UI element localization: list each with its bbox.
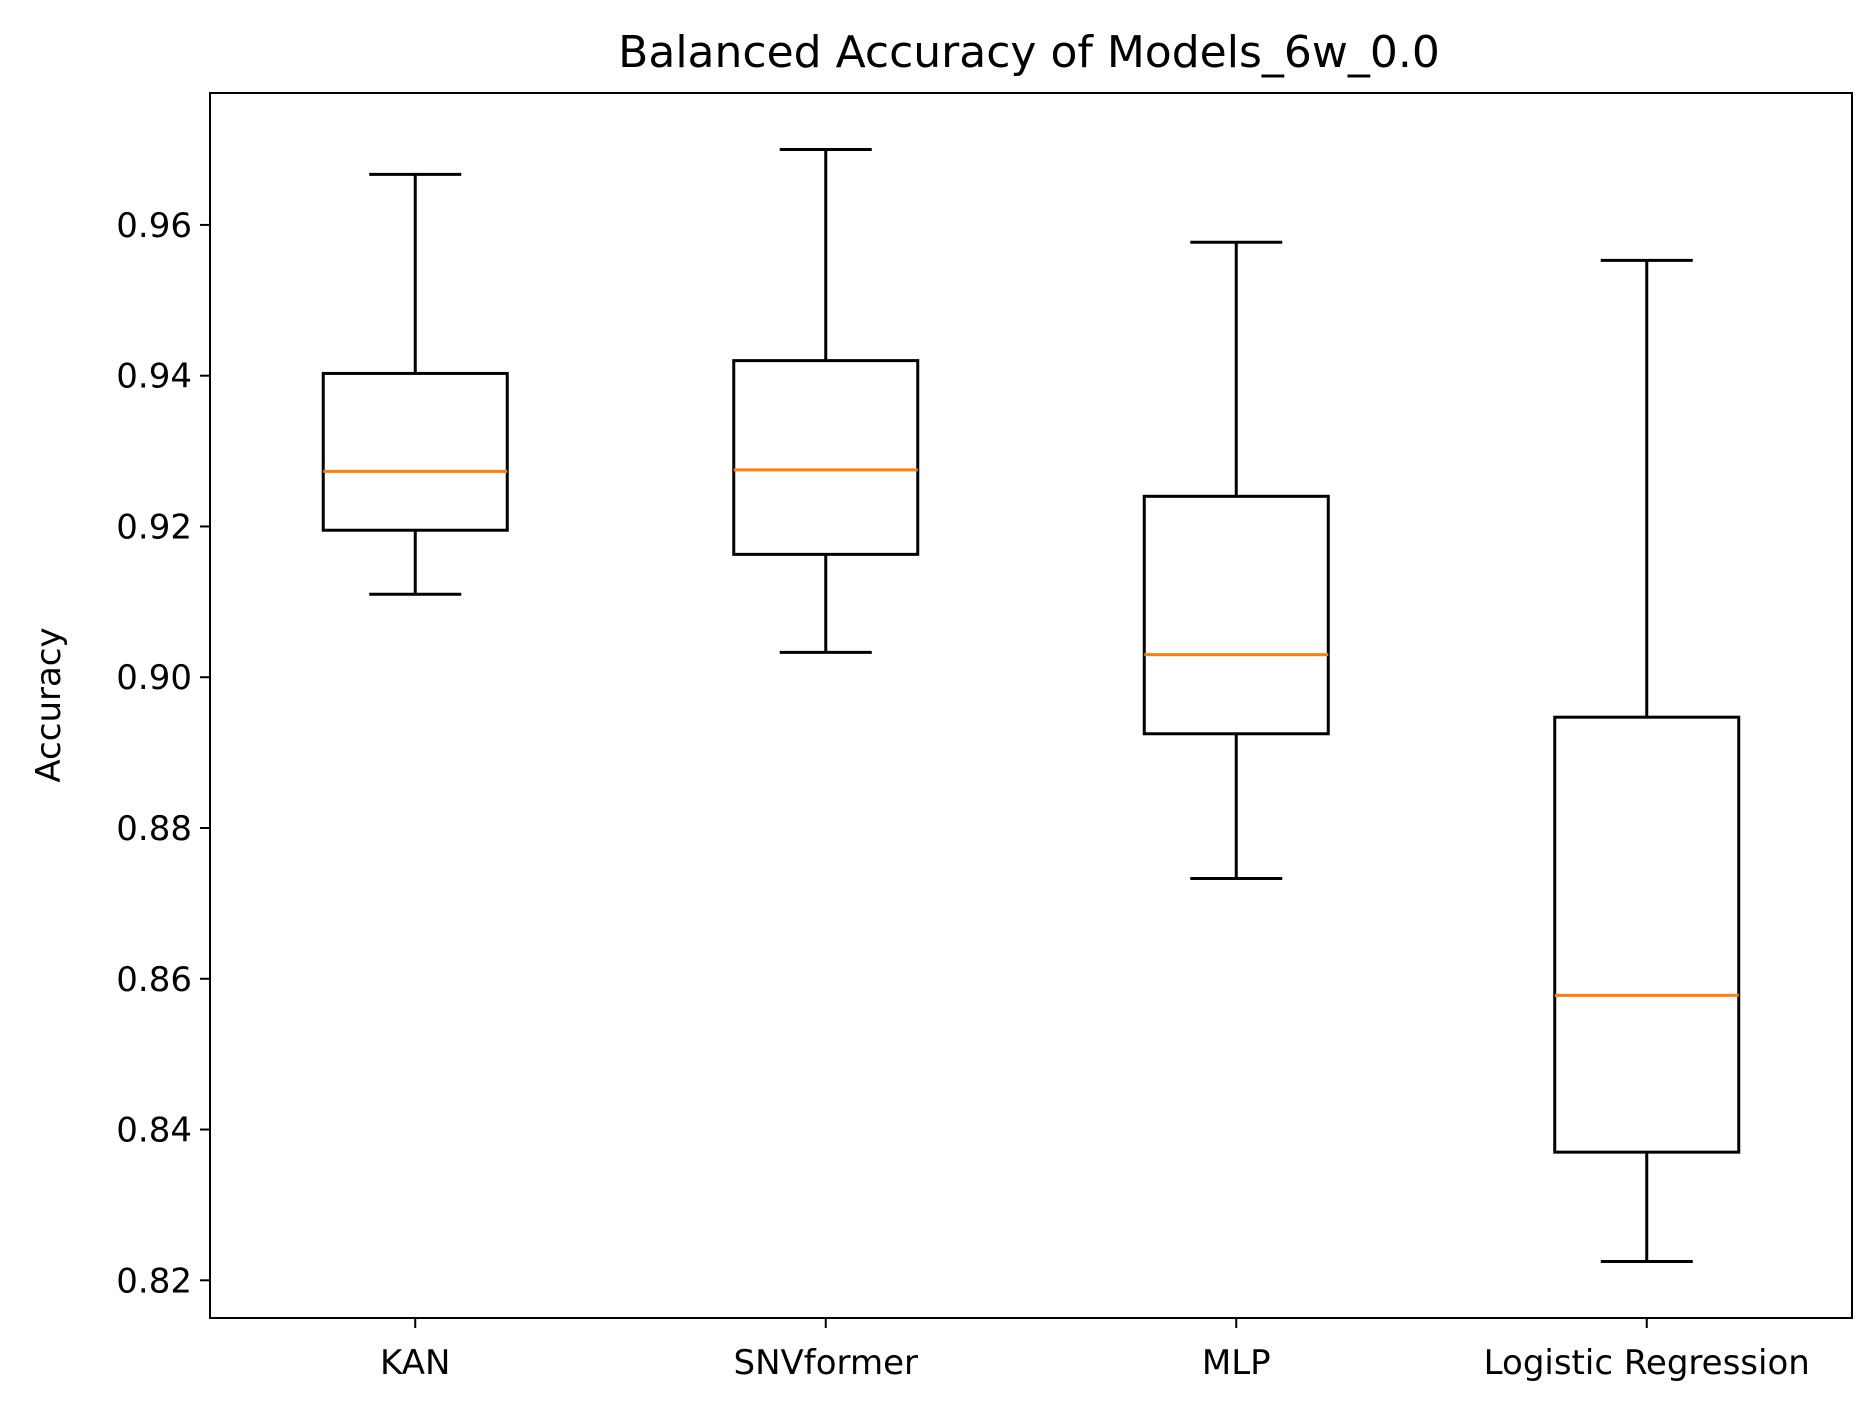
box-iqr bbox=[1553, 715, 1741, 1154]
x-tick-label: Logistic Regression bbox=[1484, 1343, 1810, 1383]
chart-title: Balanced Accuracy of Models_6w_0.0 bbox=[618, 27, 1440, 78]
y-tick-label: 0.94 bbox=[116, 357, 192, 397]
y-tick-label: 0.90 bbox=[116, 658, 192, 698]
box-iqr bbox=[1142, 494, 1330, 736]
x-tick-label: MLP bbox=[1202, 1343, 1271, 1383]
y-tick-label: 0.96 bbox=[116, 206, 192, 246]
y-tick-label: 0.84 bbox=[116, 1111, 192, 1151]
plot-area: 0.82 0.84 0.86 0.88 0.90 0.92 0.94 0.96 KAN SNVfo… bbox=[116, 92, 1853, 1383]
box-iqr bbox=[321, 371, 509, 532]
y-tick-label: 0.82 bbox=[116, 1261, 192, 1301]
box-iqr bbox=[732, 359, 920, 556]
y-tick-label: 0.88 bbox=[116, 809, 192, 849]
x-tick-label: SNVformer bbox=[734, 1343, 918, 1383]
plot-frame bbox=[209, 92, 1853, 1319]
y-tick-label: 0.92 bbox=[116, 507, 192, 547]
y-tick-label: 0.86 bbox=[116, 960, 192, 1000]
y-axis-label: Accuracy bbox=[29, 627, 69, 782]
x-tick-label: KAN bbox=[380, 1343, 450, 1383]
